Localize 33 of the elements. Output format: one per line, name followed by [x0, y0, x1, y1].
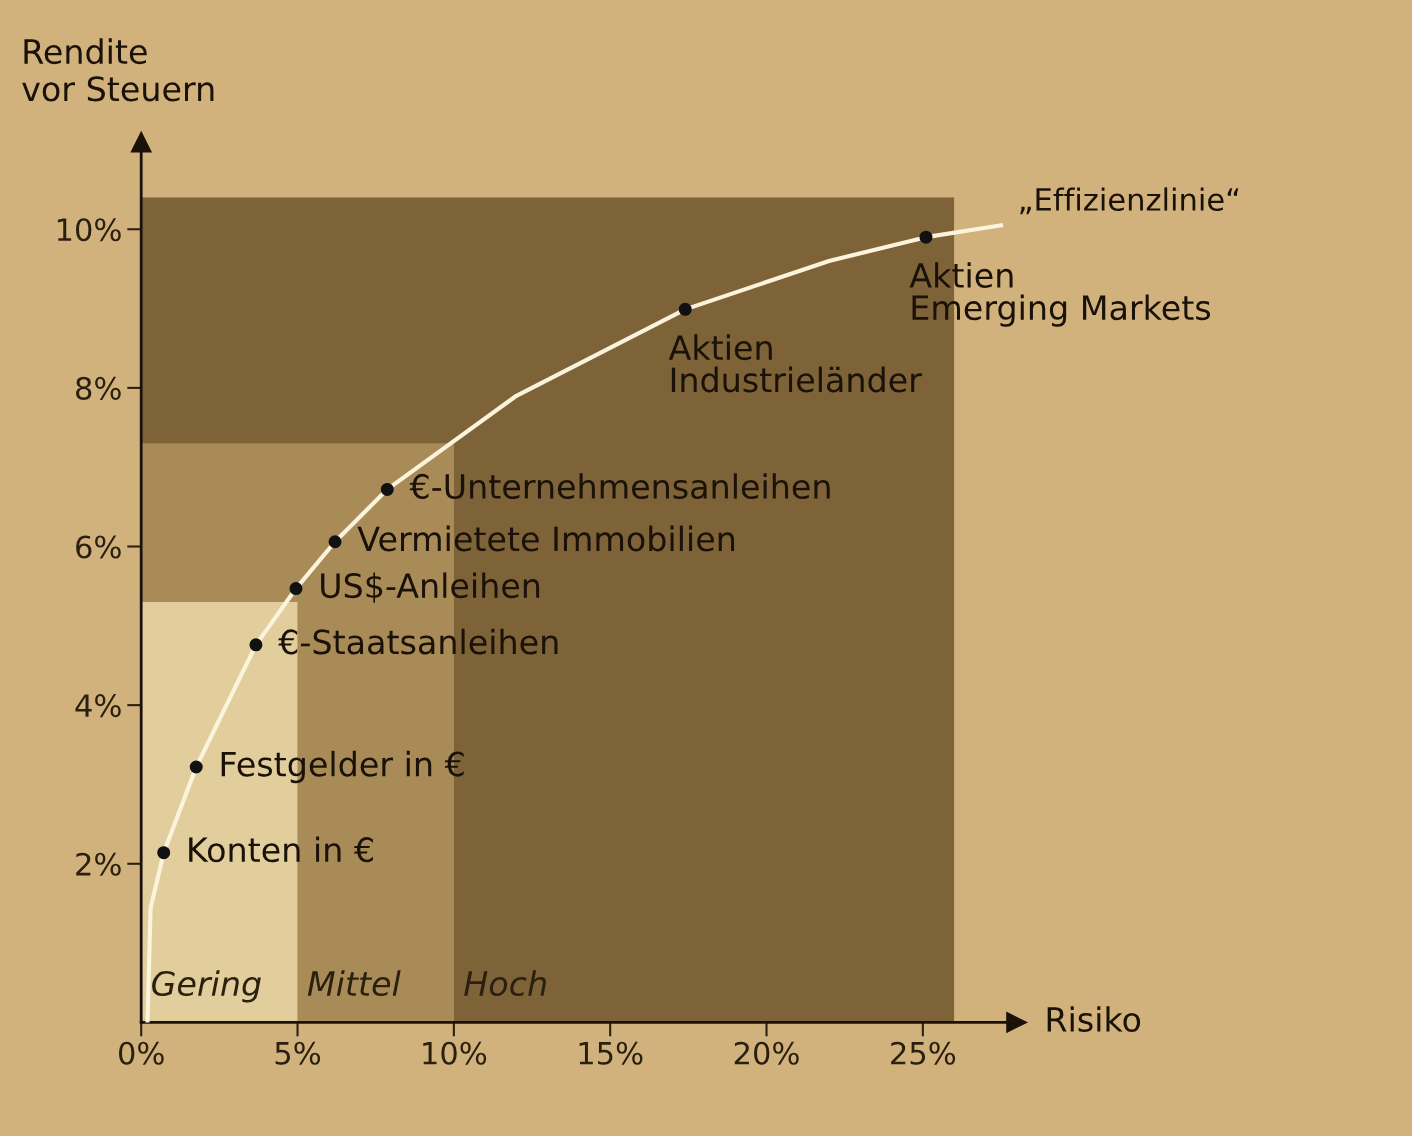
- series-label: Hoch: [464, 970, 546, 997]
- annotation: US$-Anleihen: [321, 572, 540, 603]
- x-axis-title: Risiko: [1047, 1006, 1141, 1033]
- x-tick-label: 10%: [423, 1041, 487, 1065]
- annotation: €-Staatsanleihen: [278, 628, 558, 655]
- point: [189, 760, 203, 774]
- annotation: Festgelder in €: [221, 750, 464, 784]
- x-tick-label: 25%: [891, 1041, 956, 1065]
- y-tick-label: 4%: [75, 694, 121, 718]
- point: [678, 302, 692, 316]
- annotation: Aktien Industrieländer: [668, 334, 922, 393]
- series-label: Gering: [152, 970, 261, 1003]
- x-tick-label: 0%: [118, 1041, 164, 1065]
- point: [289, 582, 303, 596]
- y-tick-label: 10%: [57, 218, 121, 242]
- point: [328, 535, 342, 549]
- y-tick-label: 2%: [76, 852, 121, 876]
- x-tick-label: 5%: [275, 1041, 321, 1065]
- x-tick-label: 15%: [579, 1041, 643, 1065]
- point: [249, 638, 263, 652]
- y-tick-label: 6%: [76, 535, 121, 559]
- point: [919, 230, 933, 244]
- point: [380, 482, 394, 496]
- annotation: Aktien Emerging Markets: [909, 262, 1211, 327]
- annotation: Vermietete Immobilien: [357, 525, 735, 552]
- series-label: Mittel: [307, 970, 401, 997]
- point: [157, 846, 171, 860]
- y-axis-title: Rendite vor Steuern: [22, 38, 214, 102]
- x-tick-label: 20%: [734, 1041, 799, 1065]
- series-label: „Effizienzlinie“: [1020, 187, 1239, 215]
- y-tick-label: 8%: [76, 376, 121, 400]
- annotation: Konten in €: [189, 836, 373, 863]
- annotation: €-Unternehmensanleihen: [409, 473, 830, 500]
